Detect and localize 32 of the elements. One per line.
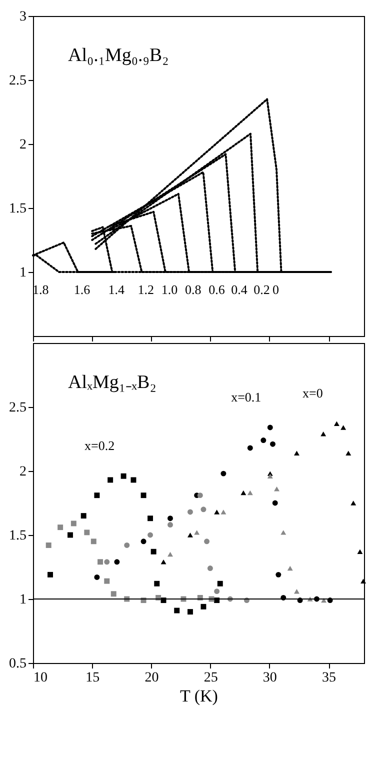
y-tick-label: 1 [20,266,26,280]
x-tick-label: 10 [34,670,48,686]
series-label: 0 [272,282,280,297]
y-tick-label: 2 [20,464,26,480]
y-tick-label: 1 [20,592,26,608]
y-tick-label: 1.5 [9,528,26,544]
series-label: 1.8 [32,282,49,297]
series-label: x=0.1 [231,389,262,404]
x-tick-label: 35 [322,670,336,686]
y-tick-label: 1.5 [9,202,26,216]
series-label: 0.6 [208,282,226,297]
series-label: 0.8 [185,282,202,297]
y-tick-label: 2 [20,138,26,152]
y-tick-label: 2.5 [9,400,26,416]
y-tick-label: 0.5 [9,656,26,672]
x-tick-label: 25 [204,670,218,686]
series-label: 0.2 [254,282,270,297]
text: Al₀.₁Mg₀.₉B₂ [68,45,169,66]
series-label: 1.0 [161,282,178,297]
series-label: 1.2 [138,282,154,297]
x-tick-label: 15 [86,670,100,686]
series-label: 0.4 [231,282,248,297]
text: AlₓMg₁₋ₓB₂ [68,372,156,393]
y-tick-label: 2.5 [9,74,26,88]
x-tick-label: 20 [144,670,159,686]
series-label: x=0.2 [84,438,115,454]
series-label: 1.4 [108,282,125,297]
series-label: x=0 [302,386,323,401]
series-label: 1.6 [74,282,91,297]
x-axis-title: T (K) [180,686,218,706]
y-tick-label: 3 [20,10,26,24]
x-tick-label: 30 [262,670,277,686]
